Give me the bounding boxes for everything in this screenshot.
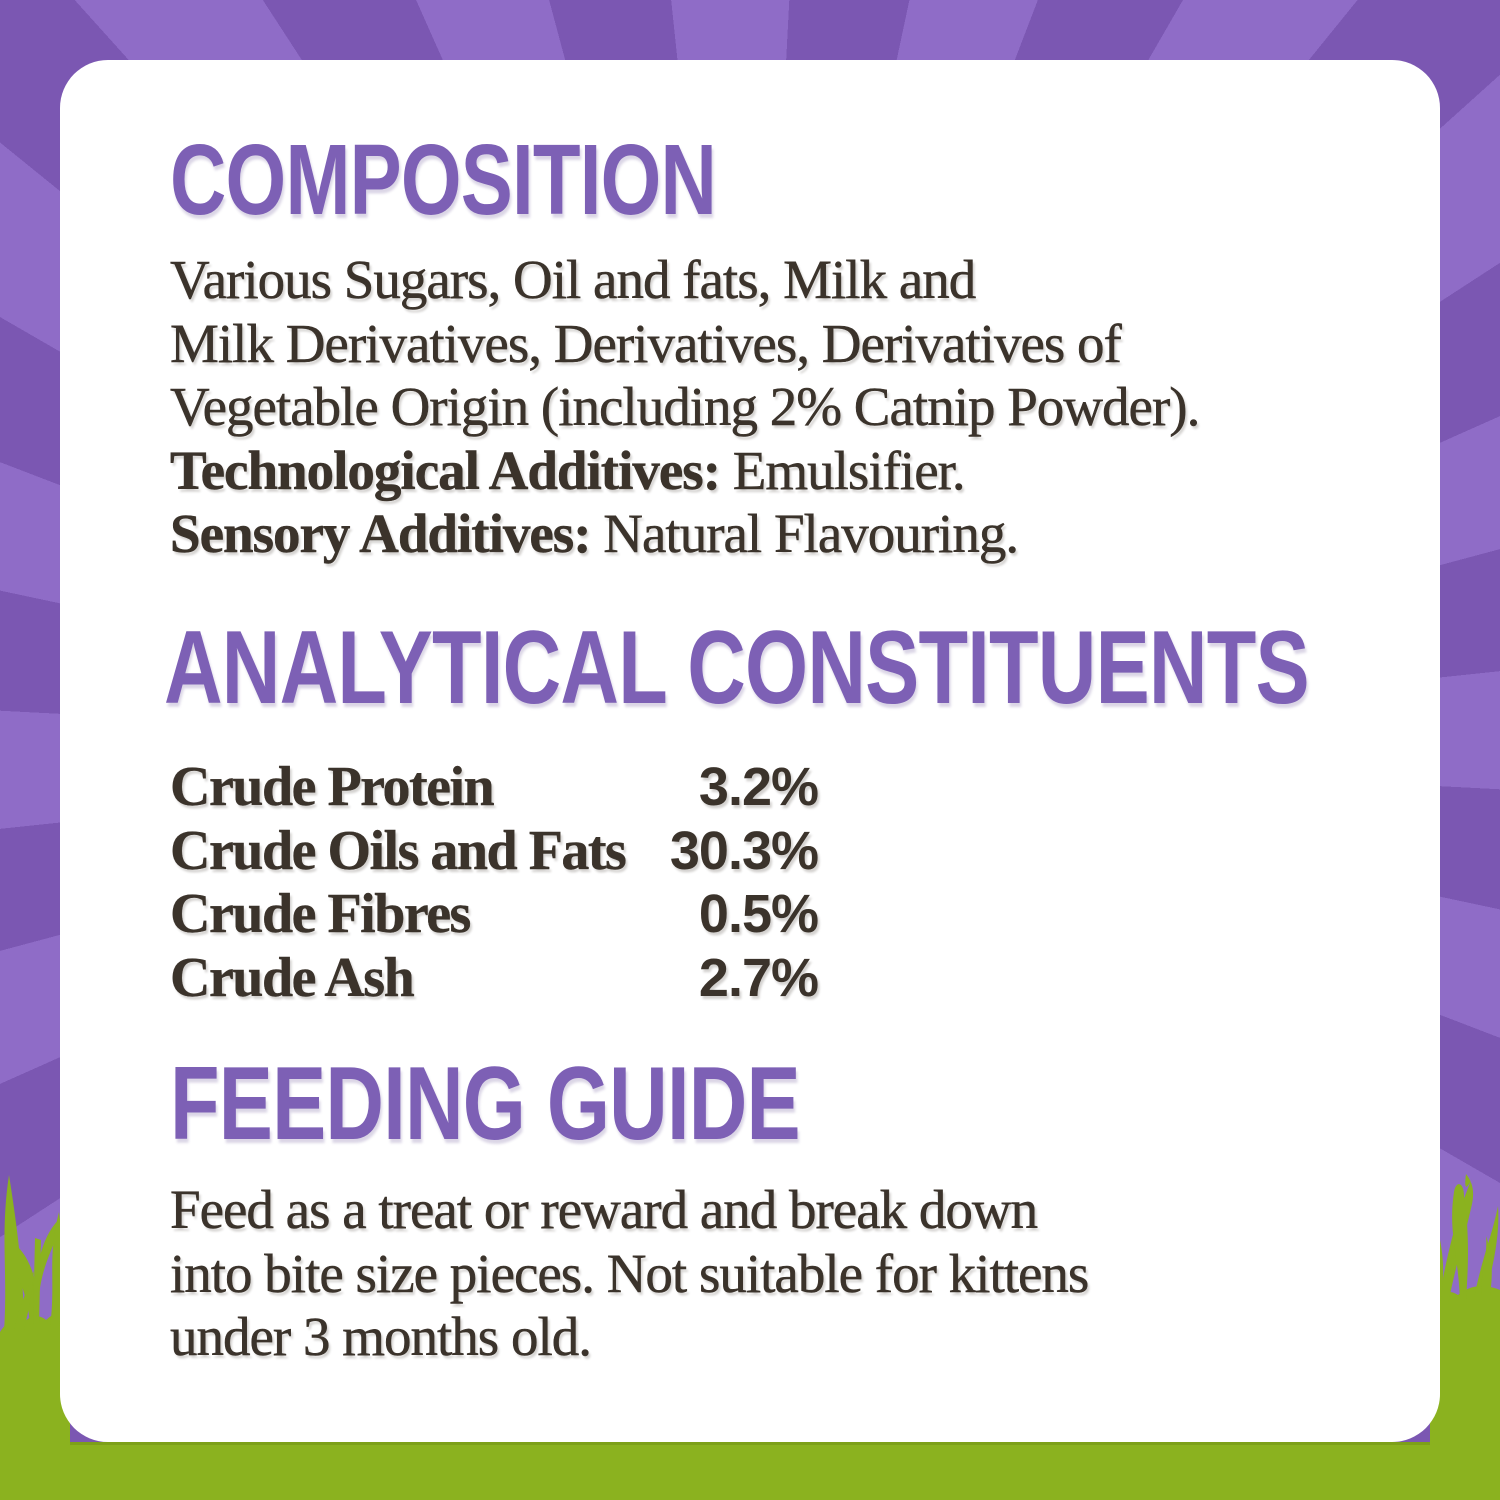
constituent-name: Crude Protein: [170, 756, 495, 818]
constituent-value: 2.7%: [698, 947, 819, 1008]
feeding-guide-heading: FEEDING GUIDE: [170, 1046, 801, 1162]
composition-line: Vegetable Origin (including 2% Catnip Po…: [170, 376, 1201, 437]
constituent-value: 0.5%: [698, 884, 819, 944]
grass-silhouette-right: [1430, 1174, 1500, 1500]
feeding-guide-text: Feed as a treat or reward and break down…: [170, 1178, 1090, 1369]
composition-line: Various Sugars, Oil and fats, Milk and: [170, 249, 977, 310]
technological-additives-line: Technological Additives: Emulsifier.: [170, 439, 1199, 503]
sensory-additives-line: Sensory Additives: Natural Flavouring.: [170, 502, 1199, 566]
constituent-name: Crude Fibres: [170, 883, 472, 945]
technological-additives-value: Emulsifier.: [720, 439, 966, 501]
analytical-constituents-heading: ANALYTICAL CONSTITUENTS: [164, 610, 1310, 726]
constituent-name: Crude Ash: [170, 946, 415, 1009]
feeding-guide-line: into bite size pieces. Not suitable for …: [170, 1242, 1090, 1304]
constituent-value: 3.2%: [698, 757, 819, 817]
analytical-constituents-table: Crude Protein 3.2% Crude Oils and Fats 3…: [170, 756, 819, 1011]
technological-additives-label: Technological Additives:: [170, 439, 722, 501]
table-row: Crude Protein 3.2%: [170, 756, 819, 820]
feeding-guide-line: under 3 months old.: [170, 1306, 592, 1367]
constituent-value: 30.3%: [669, 820, 819, 881]
green-ground: [0, 1442, 1500, 1500]
sensory-additives-value: Natural Flavouring.: [590, 503, 1019, 565]
grass-silhouette-left: [0, 1175, 70, 1500]
feeding-guide-line: Feed as a treat or reward and break down: [170, 1179, 1039, 1240]
label-card: COMPOSITION Various Sugars, Oil and fats…: [60, 60, 1440, 1442]
table-row: Crude Oils and Fats 30.3%: [170, 819, 819, 884]
sensory-additives-label: Sensory Additives:: [170, 503, 592, 565]
table-row: Crude Fibres 0.5%: [170, 883, 819, 947]
table-row: Crude Ash 2.7%: [170, 946, 819, 1011]
composition-text: Various Sugars, Oil and fats, Milk and M…: [170, 248, 1201, 566]
composition-heading: COMPOSITION: [170, 124, 717, 236]
constituent-name: Crude Oils and Fats: [170, 819, 627, 882]
composition-line: Milk Derivatives, Derivatives, Derivativ…: [170, 312, 1122, 374]
